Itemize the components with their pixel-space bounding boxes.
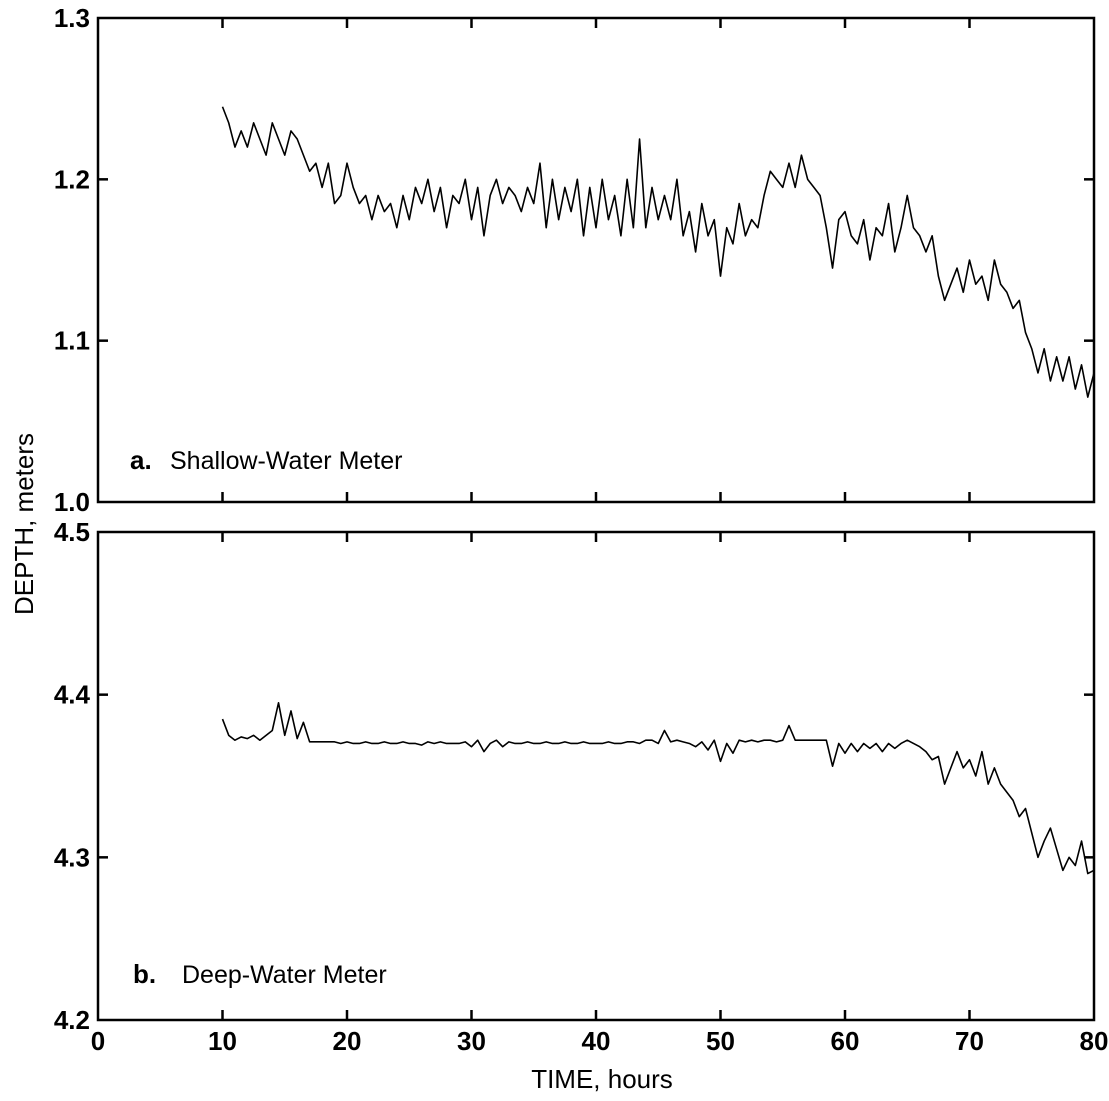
panel-b-y-tick-label: 4.4 [54,680,91,710]
panel-b-y-tick-label: 4.2 [54,1005,90,1035]
panel-b-y-tick-label: 4.3 [54,842,90,872]
x-tick-label: 50 [706,1026,735,1056]
x-tick-label: 30 [457,1026,486,1056]
panel-a-letter: a. [130,445,152,475]
x-tick-label: 0 [91,1026,105,1056]
x-tick-label: 60 [831,1026,860,1056]
panel-b-title: Deep-Water Meter [182,961,387,989]
x-tick-label: 80 [1080,1026,1109,1056]
panel-shallow-water: a. Shallow-Water Meter 1.0 1.1 1.2 1.3 [54,3,1096,517]
panel-a-y-tick-label: 1.3 [54,3,90,33]
x-tick-label: 70 [955,1026,984,1056]
panel-b-y-tick-label: 4.5 [54,517,90,547]
panel-a-depth-line [221,106,1095,398]
x-tick-label: 20 [333,1026,362,1056]
panel-b-letter: b. [133,959,156,989]
panel-a-y-tick-label: 1.1 [54,326,90,356]
x-tick-label: 40 [582,1026,611,1056]
panel-b-frame [96,530,1096,1022]
panel-deep-water: b. Deep-Water Meter 0 10 20 30 40 50 60 70 80 4.2… [54,517,1109,1056]
x-tick-label: 10 [208,1026,237,1056]
panel-a-frame [96,16,1096,504]
panel-b-depth-line [221,702,1095,875]
panel-a-y-tick-label: 1.2 [54,164,90,194]
panel-a-title: Shallow-Water Meter [170,447,402,475]
x-axis-title: TIME, hours [531,1064,673,1094]
panel-a-y-tick-label: 1.0 [54,487,90,517]
y-axis-title: DEPTH, meters [9,433,39,615]
